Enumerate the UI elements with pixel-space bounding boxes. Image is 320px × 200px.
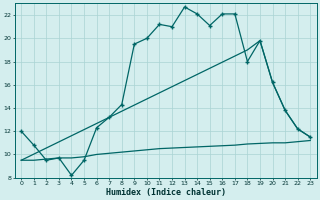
X-axis label: Humidex (Indice chaleur): Humidex (Indice chaleur): [106, 188, 226, 197]
